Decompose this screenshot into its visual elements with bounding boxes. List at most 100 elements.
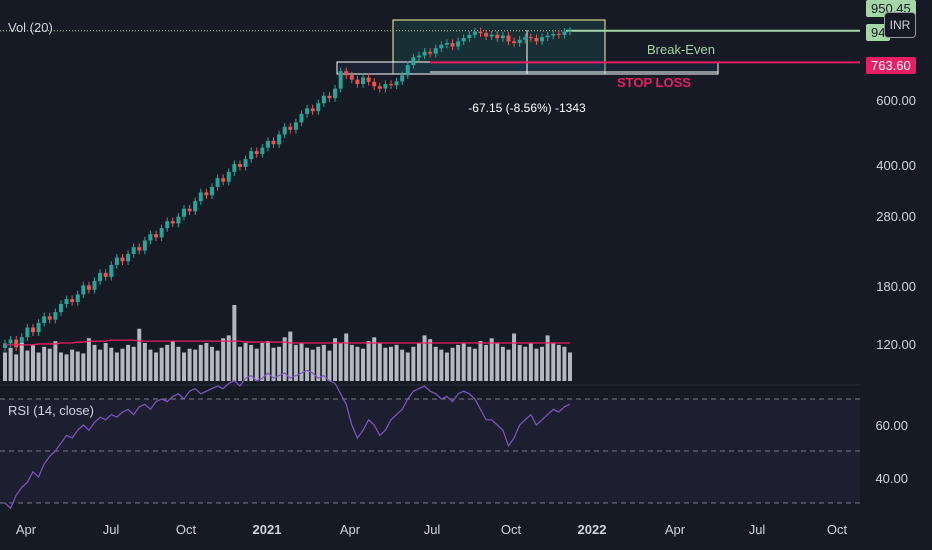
candle-body — [411, 57, 416, 66]
candle-body — [383, 84, 388, 89]
rsi-axis-tick: 60.00 — [875, 418, 908, 433]
volume-bar — [422, 335, 427, 381]
volume-bar — [204, 343, 209, 381]
candle-body — [237, 164, 242, 167]
candle-body — [305, 108, 310, 114]
volume-bar — [528, 343, 533, 381]
volume-bar — [260, 343, 265, 381]
candle-body — [551, 33, 556, 36]
volume-bar — [444, 352, 449, 381]
candle-body — [109, 265, 114, 277]
volume-bar — [534, 348, 539, 381]
candle-body — [249, 151, 254, 160]
volume-bar — [75, 351, 80, 381]
volume-bar — [500, 346, 505, 381]
candle-body — [512, 41, 517, 44]
time-axis-tick: Oct — [827, 522, 848, 537]
candle-body — [534, 38, 539, 42]
volume-bar — [126, 344, 131, 381]
currency-button[interactable]: INR — [884, 12, 916, 38]
volume-bar — [92, 344, 97, 381]
volume-bar — [327, 350, 332, 381]
volume-bar — [64, 354, 69, 381]
volume-bar — [198, 344, 203, 381]
candle-body — [456, 41, 461, 47]
candle-body — [361, 77, 366, 85]
candle-body — [372, 81, 377, 87]
time-axis-tick: Oct — [176, 522, 197, 537]
volume-bar — [344, 333, 349, 381]
price-axis-tick: 600.00 — [876, 93, 916, 108]
volume-bar — [103, 343, 108, 381]
volume-bar — [36, 352, 41, 381]
candle-body — [154, 234, 159, 238]
rsi-indicator-title[interactable]: RSI (14, close) — [8, 403, 94, 418]
volume-bar — [333, 338, 338, 381]
candle-body — [209, 186, 214, 196]
candle-body — [64, 299, 69, 304]
candle-body — [137, 247, 142, 251]
candle-body — [215, 178, 220, 187]
candle-body — [42, 316, 47, 323]
candle-body — [86, 285, 91, 290]
volume-bar — [265, 341, 270, 381]
time-axis-tick: 2022 — [578, 522, 607, 537]
volume-bar — [165, 344, 170, 381]
volume-bar — [70, 349, 75, 381]
rsi-axis-tick: 40.00 — [875, 471, 908, 486]
candle-body — [3, 343, 7, 348]
volume-indicator-title[interactable]: Vol (20) — [8, 20, 53, 35]
volume-bar — [338, 343, 343, 381]
volume-bar — [467, 346, 472, 381]
volume-bar — [154, 352, 159, 381]
candle-body — [25, 327, 30, 338]
volume-bar — [439, 349, 444, 381]
volume-bar — [428, 339, 433, 381]
volume-bar — [176, 346, 181, 381]
volume-bar — [456, 344, 461, 381]
volume-bar — [226, 335, 231, 381]
volume-bar — [42, 346, 47, 381]
volume-bar — [568, 352, 572, 381]
volume-bar — [411, 346, 416, 381]
candle-body — [75, 294, 80, 302]
volume-bar — [321, 344, 326, 381]
candle-body — [316, 103, 321, 112]
candle-body — [198, 192, 203, 202]
candle-body — [523, 37, 528, 40]
candle-body — [30, 327, 35, 333]
candle-body — [355, 79, 360, 85]
volume-bar — [131, 346, 136, 381]
volume-bar — [450, 347, 455, 381]
candle-body — [472, 31, 477, 35]
volume-bar — [372, 337, 377, 381]
volume-bar — [193, 349, 198, 381]
volume-bar — [237, 346, 242, 381]
time-axis-tick: Apr — [665, 522, 686, 537]
volume-bar — [506, 349, 511, 381]
candle-body — [528, 37, 533, 39]
candle-body — [349, 75, 354, 80]
volume-bar — [405, 352, 410, 381]
volume-bar — [282, 337, 287, 381]
candle-body — [19, 337, 24, 348]
candle-body — [517, 39, 522, 44]
volume-bar — [305, 347, 310, 381]
candle-body — [142, 240, 147, 251]
candle-body — [58, 303, 63, 313]
candle-body — [422, 51, 427, 56]
candle-body — [165, 221, 170, 229]
volume-bar — [249, 344, 254, 381]
volume-ma-line — [5, 339, 570, 346]
volume-bar — [8, 347, 13, 381]
rsi-line — [4, 369, 571, 510]
candle-body — [562, 31, 567, 35]
volume-bar — [377, 343, 382, 381]
volume-bar — [170, 341, 175, 381]
volume-bar — [14, 354, 19, 381]
volume-bar — [472, 348, 477, 381]
candle-body — [70, 299, 75, 302]
volume-bar — [86, 338, 91, 381]
volume-bar — [81, 353, 86, 381]
